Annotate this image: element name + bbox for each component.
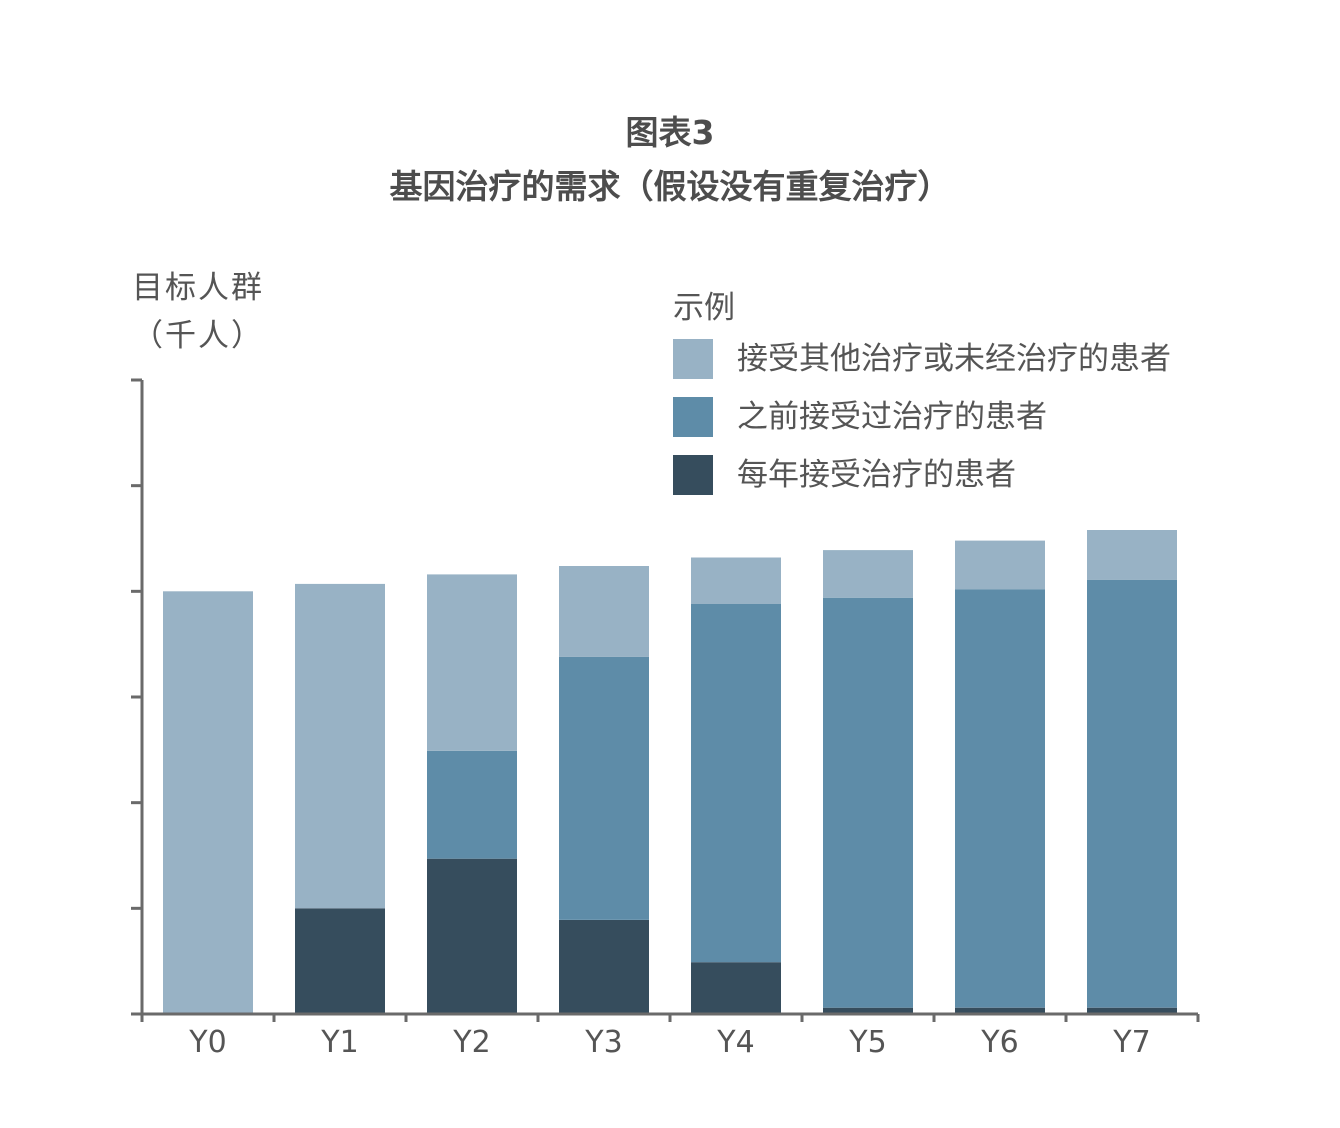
bar-y4-series-2 <box>691 557 781 604</box>
bar-y4-series-1 <box>691 604 781 963</box>
bar-y7-series-1 <box>1087 579 1177 1008</box>
legend-label-other-treatment: 接受其他治疗或未经治疗的患者 <box>737 341 1171 377</box>
legend-label-treated-annually: 每年接受治疗的患者 <box>737 457 1016 493</box>
bar-y7-series-2 <box>1087 530 1177 580</box>
legend-swatch-treated-annually <box>673 455 713 495</box>
bar-y3-series-2 <box>559 566 649 657</box>
bar-y5-series-0 <box>823 1007 913 1014</box>
y-axis-label: 目标人群 <box>132 270 264 306</box>
chart-subtitle: 基因治疗的需求（假设没有重复治疗） <box>389 167 951 206</box>
bar-y3-series-1 <box>559 656 649 920</box>
x-tick-label-y0: Y0 <box>188 1025 226 1060</box>
y-axis-unit-label: （千人） <box>132 318 264 354</box>
x-tick-label-y5: Y5 <box>848 1025 886 1060</box>
legend-swatch-other-treatment <box>673 339 713 379</box>
bar-y2-series-2 <box>427 574 517 751</box>
bar-y5-series-1 <box>823 597 913 1008</box>
bar-y1-series-0 <box>295 908 385 1014</box>
bar-y3-series-0 <box>559 920 649 1014</box>
x-tick-label-y4: Y4 <box>716 1025 754 1060</box>
bar-y4-series-0 <box>691 962 781 1014</box>
bar-y2-series-0 <box>427 858 517 1014</box>
legend-label-previously-treated: 之前接受过治疗的患者 <box>737 399 1047 435</box>
bar-y2-series-1 <box>427 750 517 859</box>
x-tick-label-y3: Y3 <box>584 1025 622 1060</box>
bar-y6-series-0 <box>955 1007 1045 1014</box>
x-tick-label-y6: Y6 <box>980 1025 1018 1060</box>
chart-title: 图表3 <box>625 113 715 152</box>
bar-y5-series-2 <box>823 550 913 598</box>
legend-title: 示例 <box>673 290 735 326</box>
bar-y6-series-2 <box>955 540 1045 590</box>
bar-y1-series-2 <box>295 583 385 909</box>
bar-y6-series-1 <box>955 589 1045 1008</box>
legend-swatch-previously-treated <box>673 397 713 437</box>
x-tick-label-y7: Y7 <box>1112 1025 1150 1060</box>
bar-y7-series-0 <box>1087 1007 1177 1014</box>
x-tick-label-y2: Y2 <box>452 1025 490 1060</box>
x-tick-label-y1: Y1 <box>320 1025 358 1060</box>
bar-y0-series-2 <box>163 591 253 1014</box>
